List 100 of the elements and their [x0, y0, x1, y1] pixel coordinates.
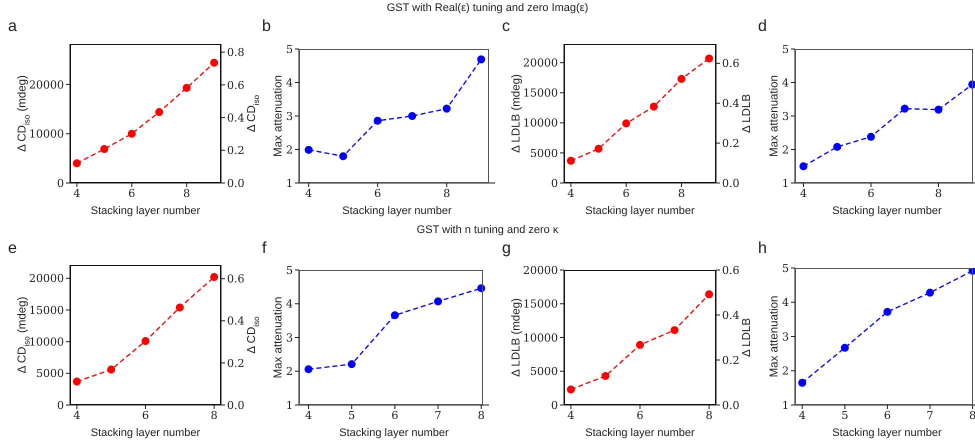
point: [677, 74, 686, 83]
chart-title: a: [8, 18, 17, 36]
x-axis-title: Stacking layer number: [585, 427, 696, 439]
point: [622, 119, 630, 128]
x-tick-label: 4: [567, 408, 574, 422]
x-tick-label: 8: [210, 408, 218, 422]
point: [840, 344, 849, 352]
point: [107, 366, 116, 374]
point: [304, 365, 312, 374]
y-tick-label: 3: [782, 330, 789, 344]
y2-tick-label: 0.2: [227, 144, 244, 158]
y-tick-label: 4: [286, 298, 293, 311]
point: [670, 326, 679, 334]
chart-title: c: [502, 18, 510, 36]
y-tick-label: 1: [286, 398, 293, 412]
y-tick-label: 5: [782, 42, 789, 56]
x-tick-label: 5: [348, 408, 356, 422]
point: [900, 104, 909, 113]
point: [390, 311, 399, 320]
point: [408, 112, 416, 120]
y-tick-label: 2: [782, 143, 789, 156]
y2-axis-title: Δ LDLB: [741, 318, 754, 358]
y-tick-label: 5000: [530, 146, 558, 160]
x-tick-label: 6: [867, 186, 874, 200]
y-tick-label: 4: [782, 76, 789, 90]
x-tick-label: 4: [73, 186, 80, 200]
y2-tick-label: 0.0: [227, 176, 244, 190]
y-tick-label: 1: [782, 176, 789, 190]
point: [155, 108, 164, 116]
point: [926, 288, 934, 297]
x-axis-title: Stacking layer number: [585, 205, 696, 217]
y2-tick-label: 0.0: [722, 176, 740, 190]
point: [142, 337, 150, 346]
y-axis-title: Max attenuation: [768, 75, 780, 157]
point: [477, 55, 486, 64]
y2-tick-label: 0.4: [722, 308, 740, 322]
point: [566, 385, 575, 394]
point: [72, 159, 81, 168]
x-tick-label: 4: [305, 408, 312, 422]
y-tick-label: 20000: [523, 264, 558, 277]
y2-tick-label: 0.2: [722, 354, 740, 367]
text: GST with n tuning and zero κ: [416, 224, 560, 236]
y2-tick-label: 0.6: [227, 272, 244, 286]
y-tick-label: 5: [782, 262, 789, 275]
point: [594, 144, 603, 153]
x-tick-label: 8: [969, 408, 975, 422]
y-tick-label: 4: [286, 76, 293, 90]
y-tick-label: 10000: [523, 331, 558, 344]
point: [304, 146, 313, 154]
y-tick-label: 0: [551, 398, 558, 412]
point: [210, 58, 218, 67]
point: [176, 303, 184, 312]
y-tick-label: 5000: [530, 365, 558, 378]
point: [799, 162, 808, 170]
point: [636, 340, 644, 349]
x-axis-title: Stacking layer number: [342, 205, 452, 217]
y-tick-label: 2: [782, 364, 789, 378]
y-axis-title: Δ LDLB (mdeg): [510, 74, 522, 153]
point: [128, 130, 136, 138]
y-tick-label: 10000: [29, 128, 64, 141]
y2-tick-label: 0.2: [227, 356, 244, 370]
x-tick-label: 7: [434, 408, 442, 422]
y-tick-label: 4: [782, 296, 789, 310]
x-tick-label: 8: [934, 186, 942, 200]
chart-title: h: [758, 240, 767, 258]
x-tick-label: 6: [128, 186, 136, 200]
point: [883, 308, 892, 316]
y-axis-title: Max attenuation: [272, 75, 284, 157]
y-tick-label: 1: [782, 398, 789, 412]
point: [650, 102, 658, 111]
x-tick-label: 8: [678, 186, 685, 200]
x-axis-title: Stacking layer number: [832, 427, 942, 439]
point: [798, 378, 806, 387]
y-tick-label: 10000: [29, 336, 64, 349]
x-tick-label: 6: [142, 408, 149, 422]
y-tick-label: 0: [57, 398, 64, 412]
y2-axis-title: Δ LDLB: [741, 94, 754, 134]
y-axis-title: Max attenuation: [768, 296, 780, 378]
y2-tick-label: 0.4: [227, 314, 244, 328]
x-tick-label: 4: [567, 186, 574, 200]
x-axis-title: Stacking layer number: [90, 427, 201, 439]
text: GST with Real(ε) tuning and zero Imag(ε): [386, 2, 590, 14]
y-tick-label: 20000: [29, 272, 64, 286]
chart-title: e: [8, 240, 17, 258]
y-tick-label: 15000: [523, 298, 558, 311]
point: [374, 116, 382, 125]
y-tick-label: 15000: [523, 86, 558, 100]
point: [866, 132, 875, 141]
y2-tick-label: 0.6: [722, 264, 740, 277]
y-tick-label: 3: [782, 110, 789, 123]
point: [833, 142, 842, 151]
y-axis-title: Δ LDLB (mdeg): [510, 298, 522, 377]
y-tick-label: 3: [286, 331, 293, 344]
chart-title: b: [262, 18, 271, 36]
chart-title: d: [758, 18, 767, 36]
point: [934, 106, 942, 114]
x-axis-title: Stacking layer number: [90, 205, 201, 217]
point: [182, 84, 191, 92]
y-tick-label: 5: [286, 42, 293, 56]
x-tick-label: 4: [305, 186, 312, 200]
